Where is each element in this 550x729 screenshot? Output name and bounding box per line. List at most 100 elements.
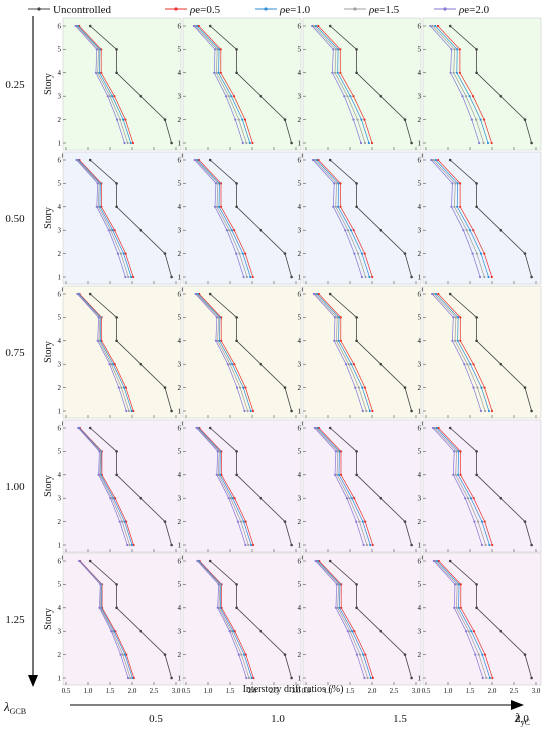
data-point [450, 205, 453, 208]
y-tick-label: 3 [178, 93, 182, 101]
data-point [124, 118, 127, 121]
data-point [410, 676, 413, 680]
panel-background [182, 419, 302, 553]
data-point [119, 653, 122, 656]
data-point [193, 158, 196, 162]
data-point [208, 559, 212, 563]
y-tick-label: 6 [418, 424, 422, 432]
data-point [437, 559, 440, 563]
data-point [88, 292, 92, 296]
data-point [360, 118, 363, 121]
series-line [312, 159, 363, 278]
data-point [235, 205, 238, 209]
data-point [230, 229, 233, 232]
x-tick-label: 3.0 [172, 687, 181, 695]
data-point [244, 252, 247, 255]
series-line [76, 25, 128, 144]
y-tick-label: 1 [58, 674, 62, 682]
legend-label-text: e=1.0 [285, 4, 310, 16]
data-point [353, 630, 356, 633]
series-line [433, 159, 485, 278]
legend-entry: ρe=2.0 [434, 4, 490, 16]
data-point [219, 71, 222, 74]
y-tick-label: 6 [298, 156, 302, 164]
data-point [244, 386, 247, 389]
row-axis-arrowhead [28, 675, 38, 687]
y-tick-label: 6 [58, 290, 62, 298]
data-point [456, 583, 459, 586]
y-tick-label: 6 [58, 424, 62, 432]
data-point [470, 118, 473, 121]
series-line [77, 293, 130, 412]
data-point [328, 426, 332, 430]
series-line [196, 427, 246, 546]
data-point [462, 229, 465, 232]
data-point [208, 24, 212, 28]
data-point [483, 386, 486, 389]
data-point [328, 292, 332, 296]
x-tick-label: 3.0 [292, 687, 301, 695]
data-point [120, 386, 123, 389]
data-point [228, 363, 232, 366]
legend-label: ρe=2.0 [458, 4, 490, 16]
data-point [431, 426, 435, 430]
data-point [459, 316, 462, 319]
data-point [139, 228, 143, 232]
y-tick-label: 1 [178, 541, 182, 549]
data-point [453, 583, 457, 586]
row-param-symbol: λ [3, 699, 10, 714]
col-value-label: 2.0 [515, 713, 529, 725]
data-point [240, 653, 243, 656]
y-tick-label: 2 [418, 651, 422, 659]
data-point [355, 450, 358, 453]
series-line [209, 560, 292, 679]
legend-label-text: e=2.0 [464, 4, 489, 16]
data-point [453, 450, 456, 453]
data-point [403, 386, 407, 389]
series-line [449, 427, 532, 546]
data-point [345, 497, 348, 500]
data-point [367, 141, 370, 145]
data-point [110, 497, 114, 500]
data-point [129, 141, 132, 145]
data-point [340, 606, 343, 609]
data-point [99, 583, 102, 586]
y-tick-label: 5 [178, 46, 182, 54]
data-point [290, 543, 293, 547]
series-line [438, 560, 493, 679]
data-point [486, 141, 490, 145]
y-axis-title: Story [43, 475, 54, 497]
col-param-label: λyC [514, 710, 530, 727]
panel-background [62, 419, 182, 553]
data-point [435, 559, 439, 563]
data-point [464, 95, 468, 98]
data-point [457, 450, 460, 453]
data-point [218, 339, 221, 342]
x-tick-label: 1.0 [204, 687, 213, 695]
y-tick-label: 1 [58, 273, 62, 281]
data-point [454, 316, 457, 319]
data-point [106, 95, 109, 98]
data-point [523, 386, 527, 389]
x-tick-label: 3.0 [412, 687, 421, 695]
y-tick-label: 1 [298, 541, 302, 549]
data-point [361, 386, 364, 389]
series-line [313, 25, 366, 144]
data-point [197, 158, 201, 162]
data-point [235, 182, 238, 185]
data-point [235, 71, 238, 75]
data-point [218, 473, 221, 476]
series-line [78, 560, 131, 679]
data-point [339, 473, 343, 476]
data-point [124, 275, 127, 279]
x-tick-label: 1.0 [84, 687, 93, 695]
data-point [336, 316, 339, 319]
y-tick-label: 1 [58, 407, 62, 415]
x-tick-label: 2.0 [128, 687, 137, 695]
y-tick-label: 3 [58, 361, 62, 369]
data-point [472, 630, 476, 633]
series-line [78, 25, 134, 144]
data-point [75, 158, 78, 162]
